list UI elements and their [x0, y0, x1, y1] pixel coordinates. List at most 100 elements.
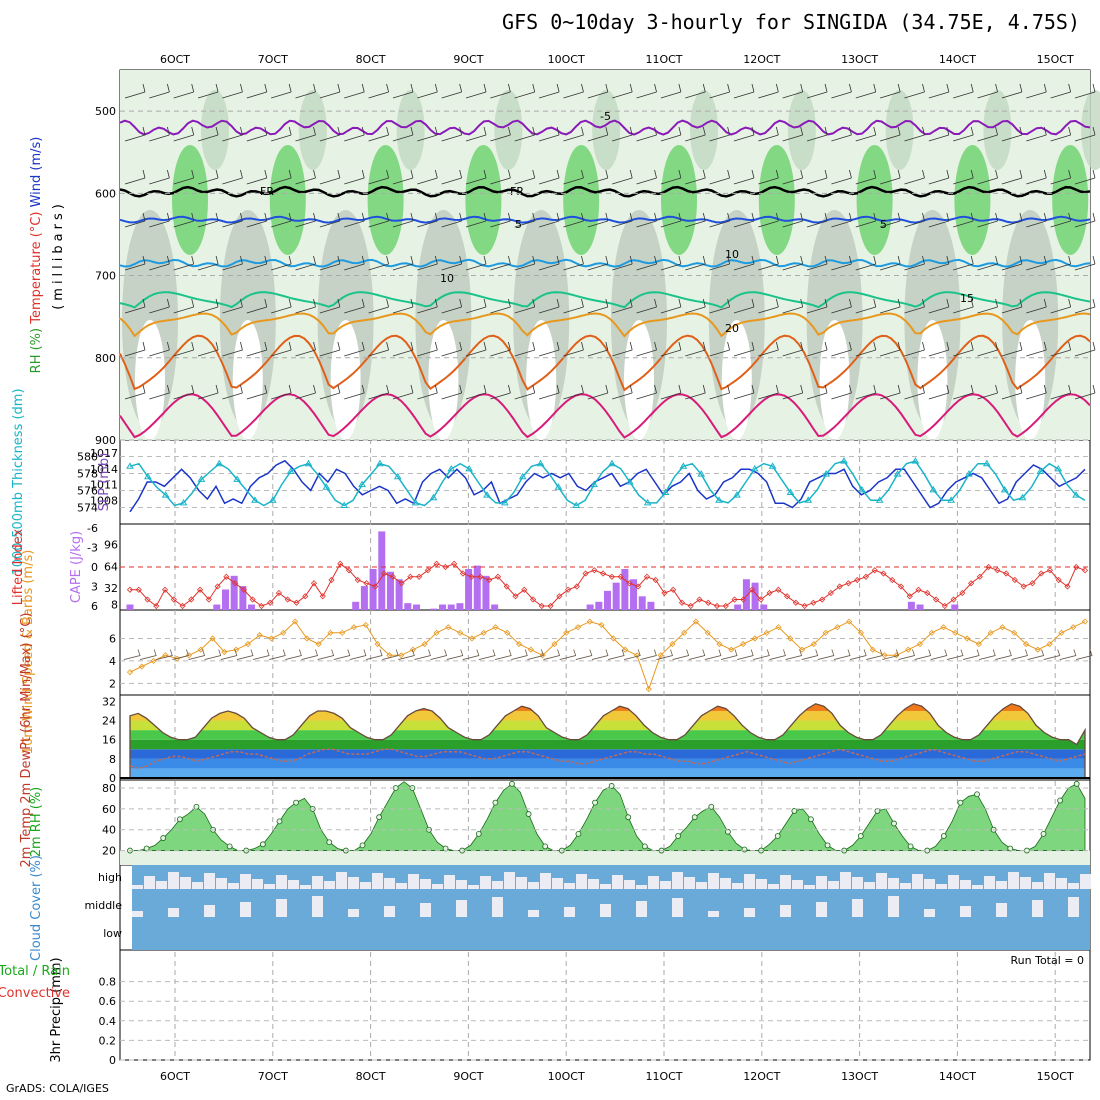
rh-marker [625, 814, 632, 821]
wind-barb [222, 169, 243, 185]
wind-barb [612, 83, 633, 99]
wind-speed-marker [150, 657, 157, 664]
wind-speed-marker [645, 685, 652, 693]
li-marker [363, 580, 370, 587]
li-marker [880, 570, 887, 577]
li-marker [766, 589, 773, 597]
slp-marker [358, 480, 366, 488]
cape-bar [647, 601, 655, 610]
cloud-high-block [792, 880, 803, 889]
wind-barb [758, 341, 779, 357]
contour-label: 15 [960, 292, 974, 305]
wind-barb [173, 169, 195, 185]
wind-barb-10m [850, 649, 867, 660]
cloud-mid-block [420, 903, 431, 917]
rh-moist-patch [269, 145, 306, 255]
cloud-high-block [780, 875, 791, 889]
wind-barb [368, 298, 389, 314]
wind-barb [295, 83, 316, 99]
rh-moist-patch [1052, 145, 1089, 255]
li-marker [713, 602, 721, 610]
wind-barb [928, 255, 950, 271]
rh-marker [774, 833, 781, 839]
rh-marker [326, 839, 333, 846]
wind-barb [417, 126, 438, 142]
wind-barb [538, 255, 560, 271]
wind-barb [197, 83, 219, 99]
wind-barb-10m [543, 649, 561, 660]
li-marker [573, 583, 580, 590]
temp-band [130, 758, 1085, 769]
wind-barb [709, 212, 731, 228]
wind-barb [831, 126, 852, 142]
rh-marker [1007, 845, 1014, 852]
rh-marker [525, 811, 532, 817]
wind-barb [295, 255, 316, 271]
cloud-high-block [348, 877, 359, 889]
wind-speed-marker [846, 618, 853, 625]
wind-barb [271, 169, 292, 185]
wind-barb [295, 384, 316, 400]
precip-label: 3hr Precip (mm) [49, 957, 64, 1062]
wind-barb [880, 255, 901, 271]
y-tick: 800 [95, 352, 116, 365]
cloud-high-block [432, 884, 443, 889]
li-marker [214, 583, 221, 590]
x-tick-bottom: 9OCT [453, 1070, 483, 1083]
y-tick: 0.8 [99, 976, 117, 989]
wind-barb-10m [285, 649, 302, 660]
wind-barb [831, 298, 852, 314]
wind-barb [124, 384, 146, 400]
wind-barb [392, 298, 414, 314]
wind-barb [977, 212, 998, 228]
slp-marker [179, 498, 188, 506]
wind-barb [855, 341, 877, 357]
y-tick: 700 [95, 270, 116, 283]
contour-label: -5 [600, 110, 611, 123]
rh-marker [1073, 780, 1080, 787]
y-tick: 4 [109, 655, 116, 668]
wind-barb [319, 212, 341, 228]
wind-barb [538, 341, 560, 357]
wind-barb [806, 212, 828, 228]
cape-bar [621, 569, 629, 610]
wind-speed-marker [728, 646, 735, 653]
cloud-high-block [960, 880, 971, 889]
chart-title: GFS 0~10day 3-hourly for SINGIDA (34.75E… [502, 10, 1080, 34]
slp-marker [161, 491, 170, 498]
wind-speed-marker [1046, 641, 1053, 648]
wind-barb [612, 341, 633, 357]
li-marker [459, 570, 467, 577]
wind-barb-10m [704, 649, 722, 660]
cape-bar [907, 601, 915, 610]
slp-marker [393, 472, 402, 480]
rh-marker [808, 816, 814, 823]
cloud-high-block [528, 882, 539, 889]
cloud-high-block [828, 881, 839, 889]
y-tick-left: 574 [77, 502, 98, 515]
wind-barb-10m [188, 649, 206, 660]
wind-barb [612, 384, 633, 400]
wind-barb [587, 212, 609, 228]
wind-speed-marker [339, 629, 346, 636]
cloud-high-block [900, 883, 911, 889]
x-tick-top: 10OCT [548, 53, 585, 66]
rh-marker [143, 845, 150, 852]
temp-band [130, 720, 1085, 731]
wind-barb [392, 255, 414, 271]
li-marker [424, 567, 431, 574]
li-marker [591, 567, 598, 574]
wind-barb [319, 255, 341, 271]
wind-speed-marker [905, 646, 912, 653]
wind-barb [685, 341, 706, 357]
cloud-high-block [216, 878, 227, 889]
contour-label: 20 [725, 322, 739, 335]
contour-label: 10 [725, 248, 739, 261]
wind-barb [587, 255, 609, 271]
wind-barb [538, 212, 560, 228]
li-marker [389, 573, 396, 580]
cloud-high-block [1080, 874, 1091, 889]
wind-barb [441, 83, 463, 99]
wind-barb [660, 169, 682, 185]
rh-marker [1040, 830, 1047, 837]
